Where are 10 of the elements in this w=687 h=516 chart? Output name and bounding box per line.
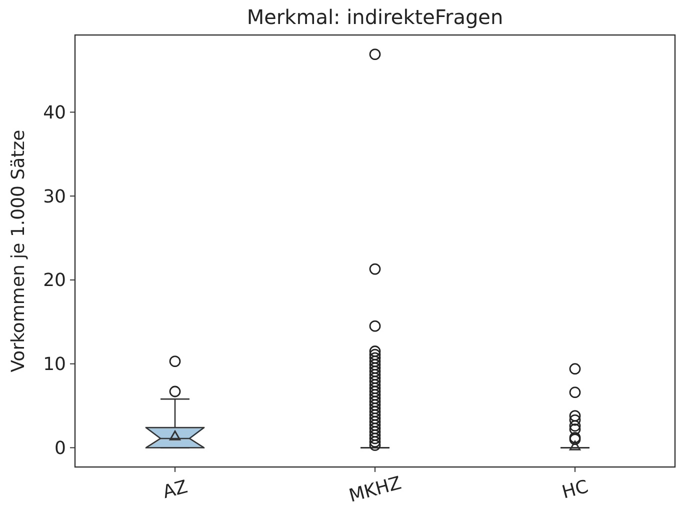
y-axis-title: Vorkommen je 1.000 Sätze — [8, 130, 29, 372]
x-tick-label: HC — [560, 476, 591, 504]
y-tick-label: 40 — [43, 102, 66, 124]
x-tick-label: AZ — [160, 476, 190, 504]
x-tick-label: MKHZ — [346, 472, 404, 507]
y-tick-label: 30 — [43, 186, 66, 208]
y-tick-label: 20 — [43, 270, 66, 292]
y-tick-label: 10 — [43, 354, 66, 376]
chart-title: Merkmal: indirekteFragen — [246, 5, 504, 29]
y-tick-label: 0 — [54, 438, 66, 460]
